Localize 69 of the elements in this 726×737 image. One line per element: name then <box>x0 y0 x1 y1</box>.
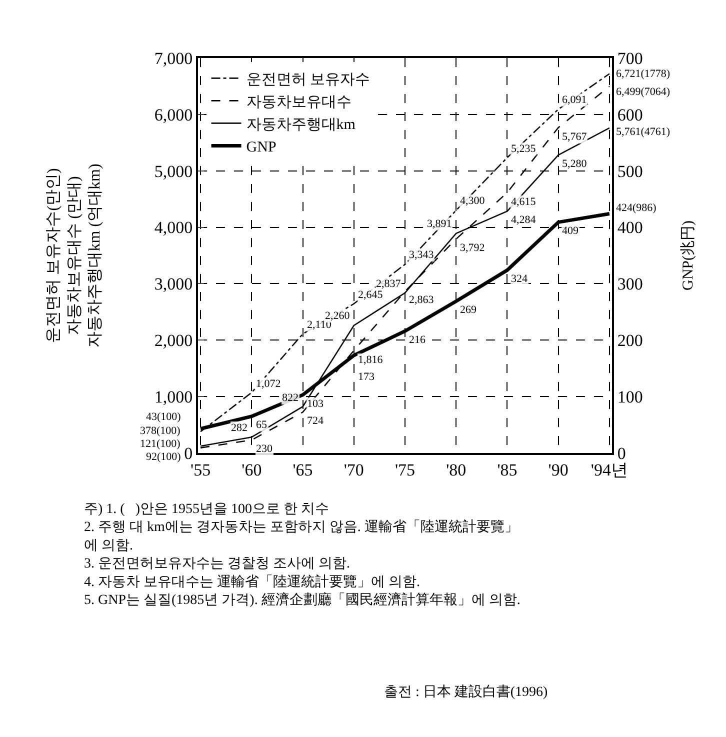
y2-tick-label: 700 <box>617 48 643 68</box>
data-label: 822 <box>282 392 298 404</box>
x-tick-label: '70 <box>344 460 364 480</box>
x-tick-label: '65 <box>292 460 313 480</box>
y2-tick-label: 200 <box>617 331 643 350</box>
data-label: 2,645 <box>358 289 384 301</box>
data-label: 4,284 <box>511 214 536 226</box>
data-label: 6,499(7064) <box>616 86 670 98</box>
y2-axis-title: GNP(兆円) <box>679 220 696 290</box>
data-label: 2,863 <box>409 294 434 306</box>
data-label: 2,260 <box>325 310 350 322</box>
data-label: 4,615 <box>511 196 536 208</box>
x-tick-label: '94년 <box>590 460 628 480</box>
legend-label: 운전면허 보유자수 <box>246 72 370 88</box>
data-label: 65 <box>256 419 268 431</box>
data-label: 5,761(4761) <box>616 126 670 138</box>
x-tick-label: '85 <box>497 460 518 480</box>
x-tick-label: '55 <box>190 460 211 480</box>
y-tick-label: 0 <box>184 444 193 463</box>
data-label: 378(100) <box>140 425 181 437</box>
data-label: 5,235 <box>511 143 536 155</box>
y-tick-label: 6,000 <box>154 105 193 124</box>
text: 주) 1. ( )안은 1955년을 100으로 한 치수 2. 주행 대 km에는 경자동차는 포함하지 않음. 運輸省「陸運統計要覽」 에 의함. 3. 운전면허보유자수는 경찰청 조사에 의함. 4. 자동차 보유대수는 運輸省「陸運統計要覽」에 의함. 5. GNP는 실질(1985년 가격). 經濟企劃廳「國民經濟計算年報」에 의함. <box>84 502 520 608</box>
x-tick-label: '90 <box>548 460 568 480</box>
data-label: 1,816 <box>358 354 384 366</box>
data-label: 216 <box>409 334 426 346</box>
data-label: 3,891 <box>427 218 452 230</box>
data-label: 3,792 <box>460 242 485 254</box>
data-label: 269 <box>460 304 477 316</box>
y-tick-label: 4,000 <box>154 218 193 238</box>
y-tick-label: 1,000 <box>154 388 193 407</box>
data-label: 6,721(1778) <box>616 68 670 80</box>
data-label: 324 <box>511 273 528 285</box>
y-axis-title: 운전면허 보유자수(만인) 자동차보유대수 (만대) 자동차주행대km (억대km) <box>45 164 104 348</box>
x-tick-label: '80 <box>446 460 466 480</box>
legend-label: 자동차주행대km <box>246 117 356 134</box>
data-label: 282 <box>231 422 248 434</box>
y2-tick-label: 600 <box>617 105 643 124</box>
y2-tick-label: 300 <box>617 274 643 294</box>
data-label: 1,072 <box>256 378 281 390</box>
data-label: 173 <box>358 371 375 383</box>
data-label: 6,091 <box>562 94 587 106</box>
legend-label: GNP <box>246 140 276 156</box>
y2-tick-label: 0 <box>617 444 626 463</box>
x-tick-label: '60 <box>242 460 262 480</box>
data-label: 4,300 <box>460 195 486 207</box>
data-label: 103 <box>307 398 324 410</box>
data-label: 121(100) <box>140 438 181 450</box>
text: 출전 : 日本 建設白書(1996) <box>384 684 548 700</box>
data-label: 43(100) <box>146 411 182 423</box>
data-label: 3,343 <box>409 249 434 261</box>
y2-tick-label: 400 <box>617 218 643 238</box>
legend-label: 자동차보유대수 <box>246 94 352 111</box>
y-tick-label: 7,000 <box>154 48 193 68</box>
x-tick-label: '75 <box>394 460 416 480</box>
y-tick-label: 5,000 <box>154 162 193 181</box>
y2-tick-label: 100 <box>617 388 643 407</box>
y2-tick-label: 500 <box>617 162 643 181</box>
data-label: 5,280 <box>562 158 588 170</box>
data-label: 92(100) <box>146 451 182 463</box>
y-tick-label: 2,000 <box>154 331 193 350</box>
data-label: 424(986) <box>616 202 657 214</box>
data-label: 5,767 <box>562 131 588 143</box>
data-label: 409 <box>562 225 579 237</box>
data-label: 2,837 <box>376 278 402 290</box>
data-label: 230 <box>256 443 273 455</box>
data-label: 2,110 <box>307 319 332 331</box>
data-label: 724 <box>307 415 324 427</box>
y-tick-label: 3,000 <box>154 274 193 294</box>
